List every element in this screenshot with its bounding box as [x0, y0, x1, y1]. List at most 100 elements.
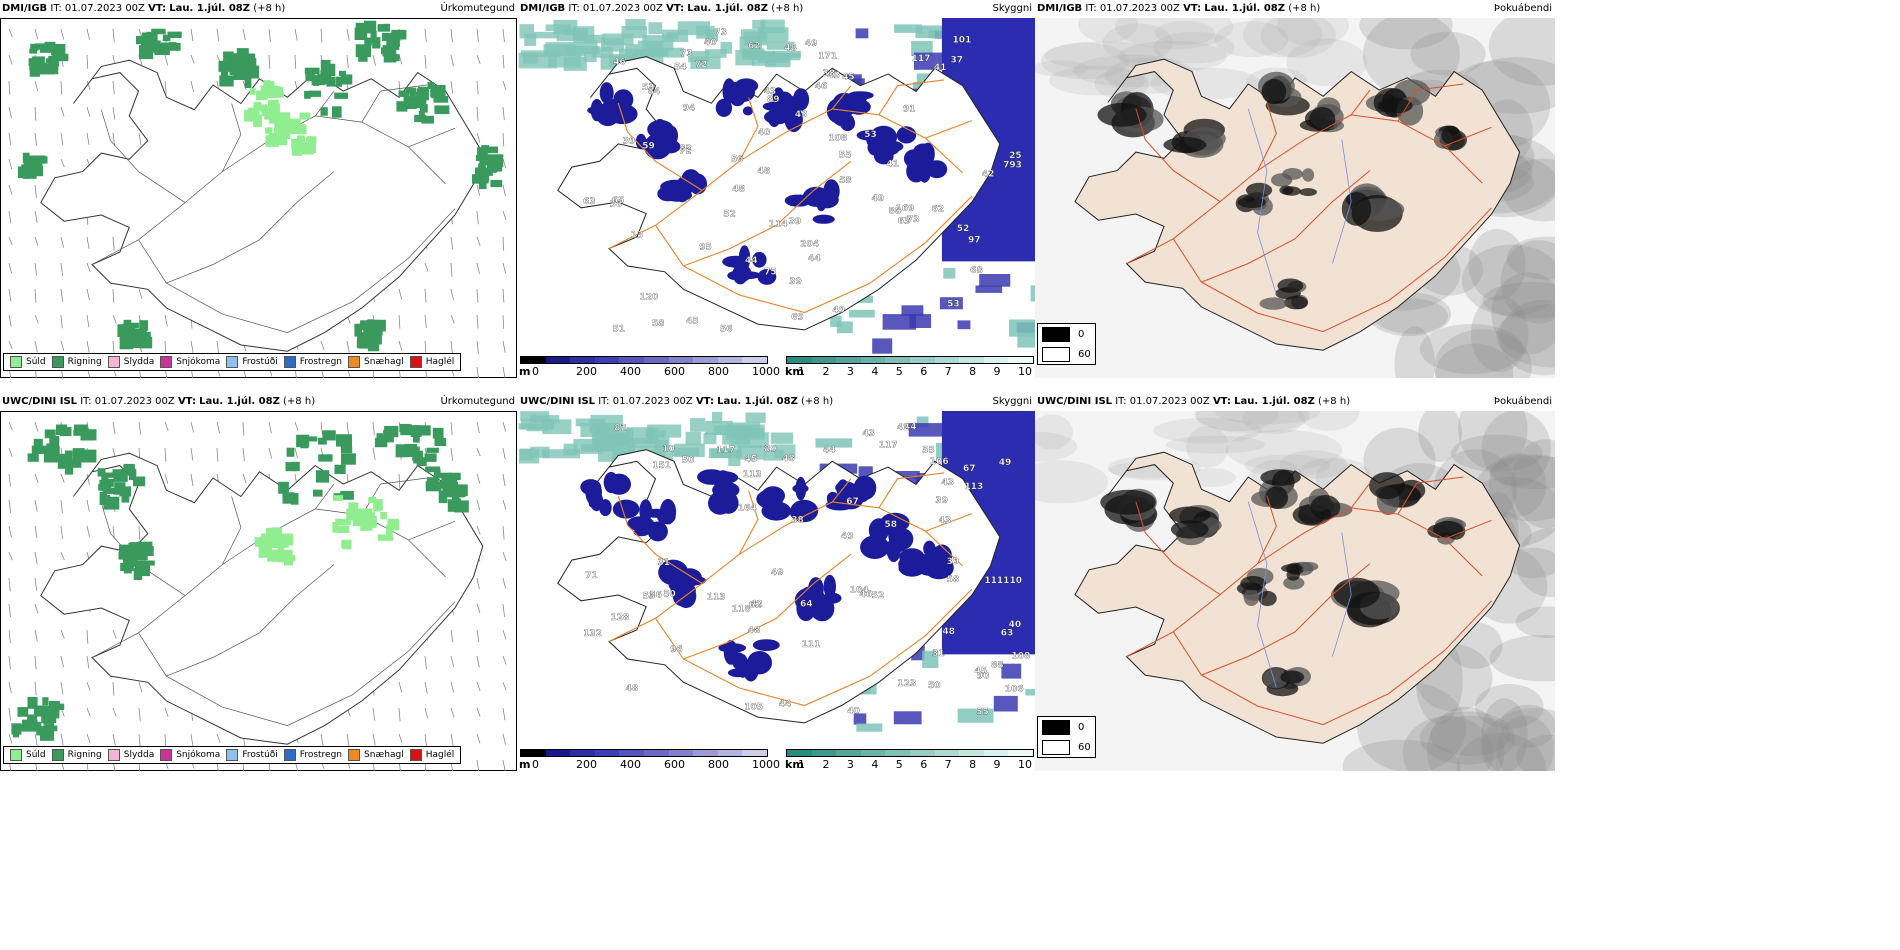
- colorbar-tick: 1: [798, 758, 805, 771]
- precip-cell: [299, 112, 311, 120]
- visibility-value: 45: [975, 667, 988, 677]
- precip-cell: [395, 444, 407, 458]
- visibility-value: 117: [879, 441, 898, 451]
- precip-cell: [49, 446, 60, 459]
- colorbar-step: [909, 357, 935, 363]
- visibility-value: 58: [652, 319, 665, 329]
- precip-cell: [52, 703, 65, 710]
- colorbar-tick: 1000: [752, 365, 780, 378]
- visibility-value: 48: [943, 627, 956, 637]
- precip-cell: [103, 497, 114, 510]
- precip-cell: [304, 90, 311, 99]
- visibility-value: 49: [841, 531, 854, 541]
- fog-legend: 0 60: [1037, 323, 1096, 365]
- precip-cell: [425, 481, 435, 490]
- legend-label: Rigning: [67, 357, 102, 367]
- legend-item: Rigning: [51, 749, 102, 761]
- colorbar-unit: m: [519, 365, 531, 378]
- colorbar-step: [885, 750, 910, 756]
- model-name: UWC/DINI ISL: [2, 396, 78, 407]
- precip-cell: [373, 500, 381, 512]
- init-time: IT: 01.07.2023 00Z: [1085, 3, 1180, 14]
- precip-cell: [370, 30, 377, 43]
- precip-cell: [406, 99, 417, 109]
- visibility-value: 49: [999, 458, 1012, 468]
- colorbar-tick: 800: [708, 365, 729, 378]
- precip-cell: [479, 153, 489, 166]
- model-name: DMI/IGB: [520, 3, 566, 14]
- init-time: IT: 01.07.2023 00Z: [50, 3, 145, 14]
- visibility-value: 56: [649, 591, 662, 601]
- visibility-value: 43: [942, 478, 955, 488]
- distance-colorbar: km 1 2 3 4 5 6 7 8 9 10: [785, 356, 1034, 378]
- visibility-value: 53: [947, 300, 960, 310]
- precip-cell: [139, 320, 149, 331]
- visibility-value: 43: [795, 110, 808, 120]
- legend-swatch: [226, 749, 239, 761]
- precip-cell: [433, 469, 441, 479]
- visibility-value: 793: [1003, 161, 1022, 171]
- precip-cell: [302, 436, 318, 442]
- colorbar-tick: 5: [895, 758, 903, 771]
- legend-label: Rigning: [67, 750, 102, 760]
- colorbar-step: [717, 357, 743, 363]
- lead-time: (+8 h): [801, 396, 834, 407]
- precip-cell: [265, 135, 279, 147]
- legend-label: Snjókoma: [176, 750, 221, 760]
- colorbar-step: [836, 750, 861, 756]
- visibility-value: 62: [932, 205, 945, 215]
- visibility-value: 64: [800, 600, 813, 610]
- fog-dark-areas: [1097, 71, 1467, 310]
- precip-cell: [248, 112, 260, 121]
- valid-time-label: VT:: [1212, 396, 1231, 407]
- precip-cell: [121, 492, 130, 503]
- precip-cell: [248, 107, 259, 115]
- visibility-value: 42: [750, 599, 763, 609]
- colorbar-tick: 8: [969, 758, 977, 771]
- precip-cell: [320, 59, 331, 71]
- precip-cell: [372, 37, 381, 49]
- colorbar-tick: 4: [871, 758, 879, 771]
- visibility-map: 63 53 40 117 39 45 56 58 51 44 43 44 58 55 59 39 43 39 38 3…: [518, 18, 1035, 356]
- visibility-value: 89: [764, 444, 777, 454]
- precip-cell: [42, 63, 57, 74]
- precip-cell: [223, 51, 234, 61]
- fog-map: [1035, 1, 1555, 378]
- precip-cell: [325, 434, 336, 441]
- lead-time: (+8 h): [1318, 396, 1351, 407]
- visibility-value: 113: [965, 482, 984, 492]
- visibility-value: 39: [623, 136, 636, 146]
- panel-title: Þokuábendi: [1493, 3, 1552, 14]
- visibility-value: 45: [686, 316, 699, 326]
- precip-cell: [276, 134, 288, 146]
- legend-label: Súld: [26, 357, 46, 367]
- visibility-value: 96: [670, 645, 683, 655]
- precip-cell: [333, 495, 344, 501]
- precip-cell: [335, 518, 351, 526]
- colorbar-tick: 6: [920, 365, 928, 378]
- precip-cell: [442, 488, 455, 498]
- precip-cell: [332, 106, 342, 118]
- precip-cell: [368, 327, 383, 336]
- legend-swatch: [107, 749, 120, 761]
- colorbar-step: [742, 750, 767, 756]
- visibility-value: 40: [704, 38, 717, 48]
- precip-cell: [277, 550, 285, 563]
- precip-cell: [34, 705, 48, 717]
- precip-cell: [253, 114, 262, 127]
- precip-cell: [410, 425, 422, 437]
- visibility-value: 75: [764, 268, 777, 278]
- precip-cell: [367, 319, 380, 326]
- visibility-value: 108: [828, 134, 847, 144]
- precip-cell: [36, 167, 43, 177]
- precip-cell: [341, 540, 348, 548]
- colorbar-step: [811, 357, 837, 363]
- legend-item: Rigning: [51, 356, 102, 368]
- visibility-value: 108: [1012, 651, 1031, 661]
- colorbar-step: [1008, 357, 1033, 363]
- visibility-labels: 1324939315640314344455563711174442434858…: [583, 422, 1031, 717]
- model-name: DMI/IGB: [2, 3, 48, 14]
- roads: [1126, 476, 1492, 726]
- visibility-value: 63: [583, 197, 596, 207]
- visibility-value: 53: [864, 130, 877, 140]
